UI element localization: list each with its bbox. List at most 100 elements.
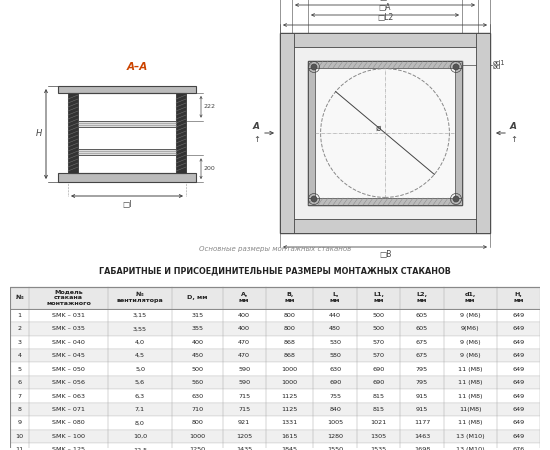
Bar <box>10 309 540 322</box>
Text: 1205: 1205 <box>236 434 252 439</box>
Text: 450: 450 <box>191 353 204 358</box>
Text: 1250: 1250 <box>189 447 205 450</box>
Text: 800: 800 <box>284 326 296 331</box>
Text: 1177: 1177 <box>414 420 430 425</box>
Circle shape <box>311 64 317 70</box>
Text: 649: 649 <box>512 326 525 331</box>
Bar <box>10 336 540 349</box>
Text: 355: 355 <box>191 326 204 331</box>
Bar <box>10 287 540 309</box>
Text: 3,15: 3,15 <box>133 313 147 318</box>
Text: 400: 400 <box>191 340 204 345</box>
Text: 580: 580 <box>329 353 341 358</box>
Text: D, мм: D, мм <box>187 295 207 301</box>
Text: 11 (M8): 11 (M8) <box>458 367 482 372</box>
Text: 649: 649 <box>512 420 525 425</box>
Text: 11(M8): 11(M8) <box>459 407 481 412</box>
Text: 1280: 1280 <box>327 434 343 439</box>
Text: L1,
мм: L1, мм <box>373 292 384 303</box>
Text: 440: 440 <box>329 313 341 318</box>
Text: ø: ø <box>376 123 381 132</box>
Text: L2,
мм: L2, мм <box>416 292 427 303</box>
Bar <box>78 121 176 126</box>
Text: B,
мм: B, мм <box>284 292 295 303</box>
Text: SMK – 050: SMK – 050 <box>52 367 85 372</box>
Text: 1125: 1125 <box>282 393 298 399</box>
Text: 1535: 1535 <box>371 447 387 450</box>
Text: 1550: 1550 <box>327 447 343 450</box>
Text: 815: 815 <box>372 407 384 412</box>
Text: □L: □L <box>379 0 390 2</box>
Text: 1125: 1125 <box>282 407 298 412</box>
Text: 5: 5 <box>18 367 21 372</box>
Text: 1021: 1021 <box>370 420 387 425</box>
Text: 649: 649 <box>512 353 525 358</box>
Text: A,
мм: A, мм <box>239 292 250 303</box>
Text: 676: 676 <box>512 447 525 450</box>
Circle shape <box>453 196 459 202</box>
Text: 7: 7 <box>18 393 21 399</box>
Text: A–A: A–A <box>126 62 147 72</box>
Bar <box>280 33 490 47</box>
Text: 675: 675 <box>416 353 428 358</box>
Text: 649: 649 <box>512 380 525 385</box>
Text: 470: 470 <box>238 353 250 358</box>
Text: 675: 675 <box>416 340 428 345</box>
Text: 13 (M10): 13 (M10) <box>456 447 485 450</box>
Text: 921: 921 <box>238 420 250 425</box>
Text: 10: 10 <box>15 434 24 439</box>
Bar <box>455 68 462 198</box>
Text: SMK – 040: SMK – 040 <box>52 340 85 345</box>
Text: 9 (M6): 9 (M6) <box>460 353 481 358</box>
Bar <box>308 61 462 205</box>
Text: d1,
мм: d1, мм <box>465 292 476 303</box>
Text: 3,55: 3,55 <box>133 326 147 331</box>
Text: 470: 470 <box>238 340 250 345</box>
Bar <box>10 443 540 450</box>
Text: SMK – 045: SMK – 045 <box>52 353 85 358</box>
Text: A: A <box>510 122 517 131</box>
Text: 222: 222 <box>203 104 215 109</box>
Text: SMK – 080: SMK – 080 <box>52 420 85 425</box>
Text: 400: 400 <box>238 313 250 318</box>
Text: 2: 2 <box>18 326 21 331</box>
Bar <box>308 198 462 205</box>
Text: 7,1: 7,1 <box>135 407 145 412</box>
Text: 5,0: 5,0 <box>135 367 145 372</box>
Text: 9 (M6): 9 (M6) <box>460 313 481 318</box>
Text: 590: 590 <box>238 367 250 372</box>
Text: 795: 795 <box>416 380 428 385</box>
Text: □A: □A <box>379 3 391 12</box>
Bar <box>280 33 490 233</box>
Text: SMK – 056: SMK – 056 <box>52 380 85 385</box>
Text: 500: 500 <box>191 367 204 372</box>
Bar <box>10 322 540 336</box>
Text: 560: 560 <box>191 380 204 385</box>
Text: 200: 200 <box>203 166 214 171</box>
Text: 570: 570 <box>372 340 384 345</box>
Circle shape <box>453 64 459 70</box>
Text: 4,0: 4,0 <box>135 340 145 345</box>
Text: 500: 500 <box>372 313 384 318</box>
Bar <box>176 93 186 173</box>
Text: 710: 710 <box>191 407 204 412</box>
Text: □L2: □L2 <box>377 13 393 22</box>
Bar <box>280 219 490 233</box>
Text: L,
мм: L, мм <box>330 292 340 303</box>
Bar <box>68 93 78 173</box>
Text: ГАБАРИТНЫЕ И ПРИСОЕДИНИТЕЛЬНЫЕ РАЗМЕРЫ МОНТАЖНЫХ СТАКАНОВ: ГАБАРИТНЫЕ И ПРИСОЕДИНИТЕЛЬНЫЕ РАЗМЕРЫ М… <box>99 266 451 275</box>
Text: 915: 915 <box>416 393 428 399</box>
Text: 4: 4 <box>18 353 21 358</box>
Text: 649: 649 <box>512 407 525 412</box>
Text: 4,5: 4,5 <box>135 353 145 358</box>
Text: SMK – 125: SMK – 125 <box>52 447 85 450</box>
Text: SMK – 031: SMK – 031 <box>52 313 85 318</box>
Text: 649: 649 <box>512 340 525 345</box>
Text: 530: 530 <box>329 340 341 345</box>
Text: 8: 8 <box>18 407 21 412</box>
Text: 1698: 1698 <box>414 447 430 450</box>
Text: 1000: 1000 <box>189 434 205 439</box>
Text: 815: 815 <box>372 393 384 399</box>
Bar <box>308 61 462 205</box>
Text: SMK – 071: SMK – 071 <box>52 407 85 412</box>
